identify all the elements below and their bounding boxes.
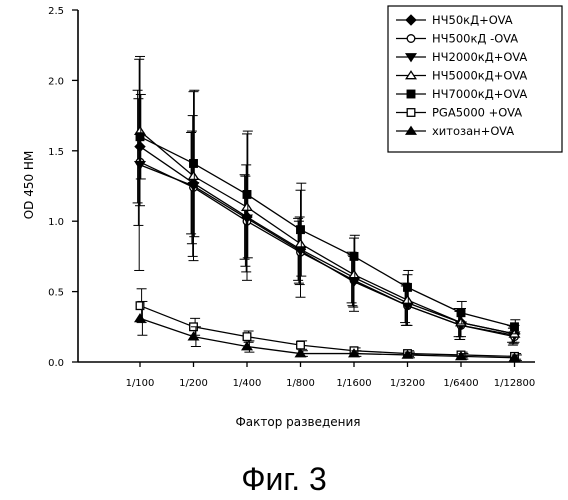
legend-marker [407,35,415,43]
data-point [242,203,252,210]
data-point [457,309,465,317]
y-axis-label: OD 450 HM [22,151,36,220]
x-tick-label: 1/800 [286,378,315,389]
legend-label: хитозан+OVA [432,124,514,138]
x-tick-label: 1/1600 [336,378,371,389]
data-point [350,253,358,261]
series-line [140,147,515,334]
legend-label: НЧ5000кД+OVA [432,69,527,83]
y-tick-group: 0.0 0.5 1.0 1.5 2.0 2.5 [48,6,78,369]
legend-label: НЧ2000кД+OVA [432,50,527,64]
data-point [135,314,145,321]
data-point [297,341,305,349]
x-tick-label: 1/6400 [443,378,478,389]
legend-marker [407,109,415,117]
x-tick-label: 1/200 [179,378,208,389]
y-tick-label: 1.0 [48,217,64,228]
legend: НЧ50кД+OVA НЧ500кД -OVA НЧ2000кД+OVA НЧ5000… [388,6,562,152]
legend-marker [407,90,415,98]
data-point [511,323,519,331]
y-tick-label: 0.5 [48,288,64,299]
y-tick-label: 0.0 [48,358,64,369]
data-point [243,191,251,199]
y-tick-label: 2.5 [48,6,64,17]
data-point [243,333,251,341]
data-point [136,133,144,141]
x-tick-group: 1/100 1/200 1/400 1/800 1/1600 1/3200 1/6400 1/… [126,362,536,389]
x-tick-label: 1/3200 [390,378,425,389]
y-tick-label: 2.0 [48,76,64,87]
x-tick-label: 1/12800 [494,378,536,389]
legend-label: PGA5000 +OVA [432,106,522,120]
x-axis-label: Фактор разведения [235,415,360,429]
data-point [403,296,413,303]
legend-label: НЧ7000кД+OVA [432,87,527,101]
x-tick-label: 1/100 [126,378,155,389]
data-point [296,240,306,247]
data-point [349,271,359,278]
x-tick-label: 1/400 [233,378,262,389]
figure-caption: Фиг. 3 [241,461,327,497]
legend-label: НЧ50кД+OVA [432,13,513,27]
data-point [404,284,412,292]
y-tick-label: 1.5 [48,147,64,158]
data-point [190,160,198,168]
legend-label: НЧ500кД -OVA [432,32,518,46]
data-point [297,226,305,234]
